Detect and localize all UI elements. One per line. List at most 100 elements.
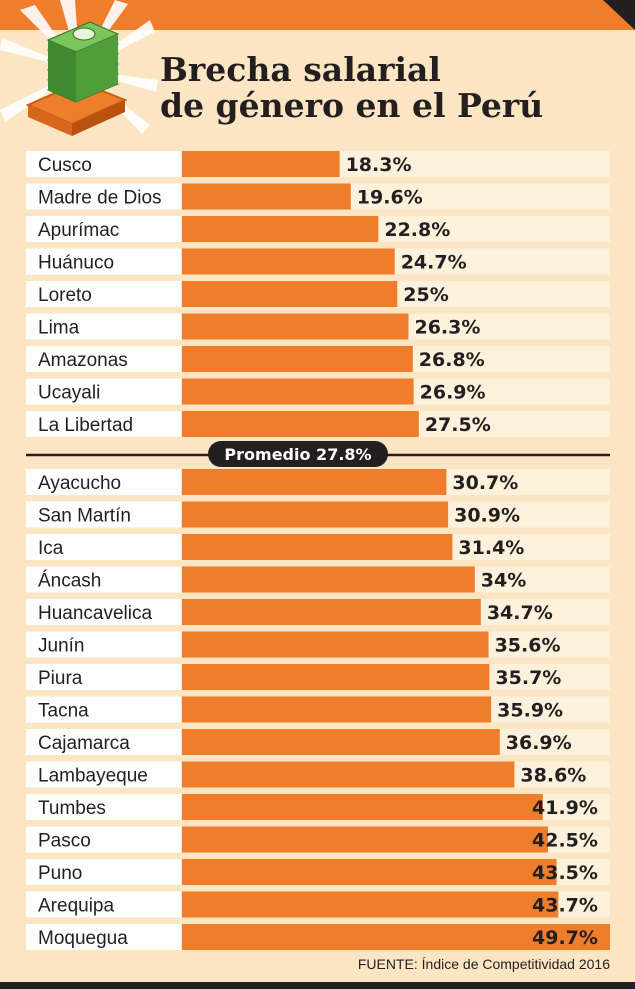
value-label: 24.7% [401,252,467,274]
bar [182,599,481,625]
label-band [26,859,181,885]
category-label: Ucayali [38,383,100,404]
bar [182,761,515,788]
value-label: 34% [481,570,526,592]
bar [182,313,409,340]
bar [182,151,340,177]
category-label: Loreto [38,285,92,306]
category-label: Áncash [38,571,101,592]
page-title: Brecha salarial de género en el Perú [160,52,543,124]
average-label: Promedio 27.8% [224,445,371,464]
bar [182,411,419,437]
value-label: 27.5% [425,414,491,436]
category-label: Cusco [38,155,92,176]
label-band [26,151,181,177]
value-label: 34.7% [487,602,553,624]
category-label: Ica [38,538,64,559]
value-label: 25% [403,284,448,306]
label-band [26,378,181,405]
label-band [26,183,181,210]
bottom-stripe [0,982,635,989]
label-band [26,696,181,723]
label-band [26,729,181,755]
bar [182,248,395,275]
value-label: 26.8% [419,349,485,371]
bar [182,664,490,690]
value-label: 42.5% [532,830,598,852]
value-label: 41.9% [532,797,598,819]
category-label: Cajamarca [38,733,130,754]
bar [182,346,413,372]
value-label: 18.3% [346,154,412,176]
label-band [26,313,181,340]
category-label: La Libertad [38,415,133,436]
category-label: Lambayeque [38,766,148,787]
category-label: Apurímac [38,220,119,241]
source-note: FUENTE: Índice de Competitividad 2016 [357,956,610,972]
category-label: Tumbes [38,798,106,819]
category-label: Junín [38,636,84,657]
value-label: 49.7% [532,927,598,949]
category-label: San Martín [38,506,131,527]
label-band [26,281,181,307]
value-label: 38.6% [520,765,586,787]
bar [182,891,559,918]
category-label: Tacna [38,701,89,722]
category-label: Moquegua [38,928,128,949]
bar [182,501,449,528]
title-line-2: de género en el Perú [160,86,544,125]
value-label: 35.7% [495,667,561,689]
value-label: 43.7% [532,895,598,917]
bar [182,696,492,723]
category-label: Madre de Dios [38,188,162,209]
bar [182,469,447,495]
title-line-1: Brecha salarial [160,50,441,89]
category-label: Pasco [38,831,91,852]
category-label: Puno [38,863,82,884]
bar [182,924,610,950]
label-band [26,826,181,853]
label-band [26,469,181,495]
category-label: Piura [38,668,83,689]
category-label: Lima [38,318,80,339]
category-label: Huánuco [38,253,114,274]
value-label: 30.9% [454,505,520,527]
bar [182,183,351,210]
label-band [26,761,181,788]
bar [182,534,453,560]
value-label: 36.9% [506,732,572,754]
bar [182,281,398,307]
category-label: Huancavelica [38,603,152,624]
value-label: 26.3% [414,317,480,339]
category-label: Amazonas [38,350,128,371]
top-notch [603,0,635,30]
bar [182,729,500,755]
bar [182,631,489,658]
label-band [26,501,181,528]
value-label: 19.6% [357,187,423,209]
value-label: 43.5% [532,862,598,884]
category-label: Arequipa [38,896,114,917]
average-pill [208,441,388,467]
label-band [26,566,181,593]
value-label: 35.6% [495,635,561,657]
label-band [26,346,181,372]
label-band [26,924,181,950]
value-label: 35.9% [497,700,563,722]
label-band [26,248,181,275]
label-band [26,599,181,625]
money-stack-icon [0,0,158,136]
bar [182,216,379,242]
label-band [26,891,181,918]
bar [182,566,475,593]
value-label: 26.9% [420,382,486,404]
category-label: Ayacucho [38,473,121,494]
label-band [26,411,181,437]
value-label: 30.7% [452,472,518,494]
value-label: 31.4% [458,537,524,559]
label-band [26,216,181,242]
bar [182,794,543,820]
bar [182,378,414,405]
label-band [26,794,181,820]
